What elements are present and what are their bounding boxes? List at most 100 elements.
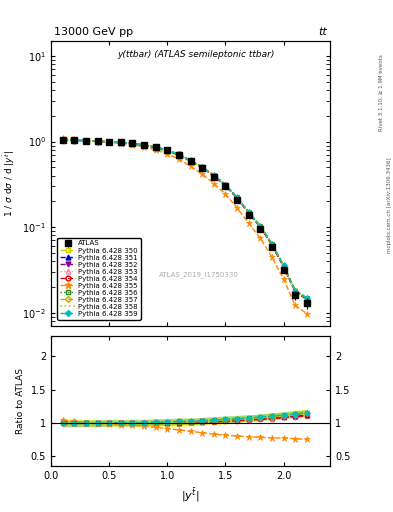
Pythia 6.428 350 [95, 138, 100, 144]
Pythia 6.428 353 [281, 263, 286, 269]
Pythia 6.428 358 [130, 140, 135, 146]
Y-axis label: Ratio to ATLAS: Ratio to ATLAS [16, 368, 25, 434]
Pythia 6.428 351 [119, 140, 123, 146]
Pythia 6.428 354 [270, 242, 274, 248]
Text: 13000 GeV pp: 13000 GeV pp [54, 27, 133, 37]
Pythia 6.428 359 [246, 209, 251, 215]
Pythia 6.428 353 [235, 195, 239, 201]
Pythia 6.428 351 [61, 136, 65, 142]
Pythia 6.428 354 [142, 142, 147, 148]
Pythia 6.428 354 [95, 138, 100, 144]
Pythia 6.428 354 [61, 136, 65, 142]
Pythia 6.428 359 [200, 164, 205, 170]
Pythia 6.428 355 [119, 140, 123, 146]
Pythia 6.428 356 [176, 151, 181, 157]
Pythia 6.428 356 [165, 147, 170, 153]
Pythia 6.428 350 [72, 137, 77, 143]
Pythia 6.428 351 [153, 144, 158, 151]
Pythia 6.428 356 [246, 209, 251, 215]
Pythia 6.428 351 [235, 195, 239, 201]
Pythia 6.428 359 [95, 139, 100, 145]
Pythia 6.428 358 [200, 164, 205, 170]
Pythia 6.428 355 [72, 136, 77, 142]
Pythia 6.428 359 [223, 181, 228, 187]
Pythia 6.428 358 [165, 147, 170, 153]
Pythia 6.428 353 [211, 173, 216, 179]
Pythia 6.428 352 [165, 147, 170, 154]
Pythia 6.428 358 [153, 144, 158, 151]
Pythia 6.428 350 [235, 195, 239, 201]
Pythia 6.428 350 [176, 153, 181, 159]
Pythia 6.428 352 [293, 289, 298, 295]
Pythia 6.428 355 [165, 151, 170, 157]
Pythia 6.428 350 [258, 223, 263, 229]
Pythia 6.428 352 [211, 173, 216, 179]
Pythia 6.428 357 [119, 139, 123, 145]
Pythia 6.428 359 [153, 144, 158, 150]
Pythia 6.428 357 [293, 288, 298, 294]
Pythia 6.428 353 [72, 137, 77, 143]
Pythia 6.428 350 [84, 137, 88, 143]
Pythia 6.428 357 [72, 137, 77, 143]
Pythia 6.428 358 [72, 137, 77, 143]
Pythia 6.428 354 [281, 264, 286, 270]
Pythia 6.428 357 [200, 164, 205, 170]
Pythia 6.428 350 [107, 139, 112, 145]
Pythia 6.428 350 [246, 209, 251, 216]
Pythia 6.428 356 [223, 181, 228, 187]
Pythia 6.428 350 [119, 140, 123, 146]
Pythia 6.428 354 [84, 137, 88, 143]
Pythia 6.428 352 [246, 210, 251, 216]
Pythia 6.428 357 [61, 137, 65, 143]
Pythia 6.428 359 [61, 137, 65, 143]
Pythia 6.428 355 [142, 144, 147, 150]
Pythia 6.428 354 [200, 165, 205, 171]
Pythia 6.428 356 [84, 138, 88, 144]
Pythia 6.428 353 [119, 139, 123, 145]
Pythia 6.428 359 [119, 139, 123, 145]
Pythia 6.428 353 [176, 152, 181, 158]
Pythia 6.428 358 [305, 295, 309, 301]
Pythia 6.428 356 [153, 144, 158, 150]
Pythia 6.428 356 [200, 164, 205, 170]
Pythia 6.428 352 [130, 140, 135, 146]
Pythia 6.428 357 [153, 144, 158, 151]
Pythia 6.428 353 [258, 224, 263, 230]
Line: Pythia 6.428 354: Pythia 6.428 354 [60, 137, 309, 302]
Pythia 6.428 358 [293, 288, 298, 294]
Pythia 6.428 355 [61, 135, 65, 141]
Pythia 6.428 357 [281, 263, 286, 269]
Pythia 6.428 354 [176, 152, 181, 158]
Pythia 6.428 357 [188, 158, 193, 164]
Pythia 6.428 356 [235, 195, 239, 201]
Pythia 6.428 353 [84, 138, 88, 144]
Pythia 6.428 357 [165, 147, 170, 154]
Pythia 6.428 351 [281, 263, 286, 269]
Pythia 6.428 352 [95, 138, 100, 144]
Pythia 6.428 350 [200, 165, 205, 171]
Pythia 6.428 353 [61, 137, 65, 143]
Pythia 6.428 359 [130, 140, 135, 146]
Pythia 6.428 354 [258, 224, 263, 230]
Pythia 6.428 350 [270, 241, 274, 247]
Pythia 6.428 351 [130, 140, 135, 146]
Pythia 6.428 359 [211, 172, 216, 178]
Pythia 6.428 353 [200, 164, 205, 170]
Pythia 6.428 354 [211, 173, 216, 179]
Pythia 6.428 351 [270, 242, 274, 248]
Pythia 6.428 351 [107, 139, 112, 145]
Pythia 6.428 359 [142, 142, 147, 148]
Pythia 6.428 357 [176, 152, 181, 158]
Line: Pythia 6.428 356: Pythia 6.428 356 [60, 138, 309, 300]
Pythia 6.428 357 [235, 195, 239, 201]
Pythia 6.428 358 [270, 241, 274, 247]
Pythia 6.428 358 [246, 209, 251, 216]
Pythia 6.428 357 [258, 224, 263, 230]
Pythia 6.428 355 [153, 147, 158, 153]
Pythia 6.428 358 [281, 263, 286, 269]
Pythia 6.428 354 [188, 158, 193, 164]
Pythia 6.428 355 [258, 235, 263, 241]
Pythia 6.428 358 [61, 137, 65, 143]
Pythia 6.428 355 [95, 139, 100, 145]
Pythia 6.428 351 [72, 137, 77, 143]
